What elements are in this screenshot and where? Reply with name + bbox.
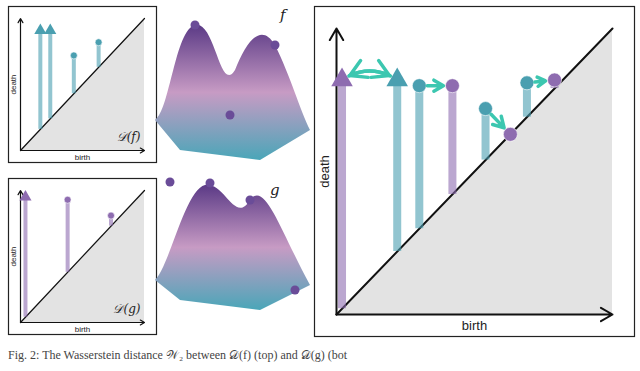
svg-text:f: f — [279, 6, 288, 24]
svg-text:birth: birth — [75, 325, 91, 334]
svg-text:𝒟(f): 𝒟(f) — [117, 130, 141, 144]
svg-text:death: death — [9, 74, 18, 94]
svg-text:death: death — [9, 246, 18, 266]
html-text:Fig. 2: The Wasserstein distan: Fig. 2: The Wasserstein distance 𝒲₂ betw… — [8, 348, 347, 362]
svg-text:death: death — [317, 155, 332, 188]
svg-text:g: g — [270, 181, 280, 199]
svg-text:𝒟(g): 𝒟(g) — [113, 302, 140, 316]
svg-text:birth: birth — [462, 318, 487, 333]
svg-text:birth: birth — [75, 153, 91, 162]
